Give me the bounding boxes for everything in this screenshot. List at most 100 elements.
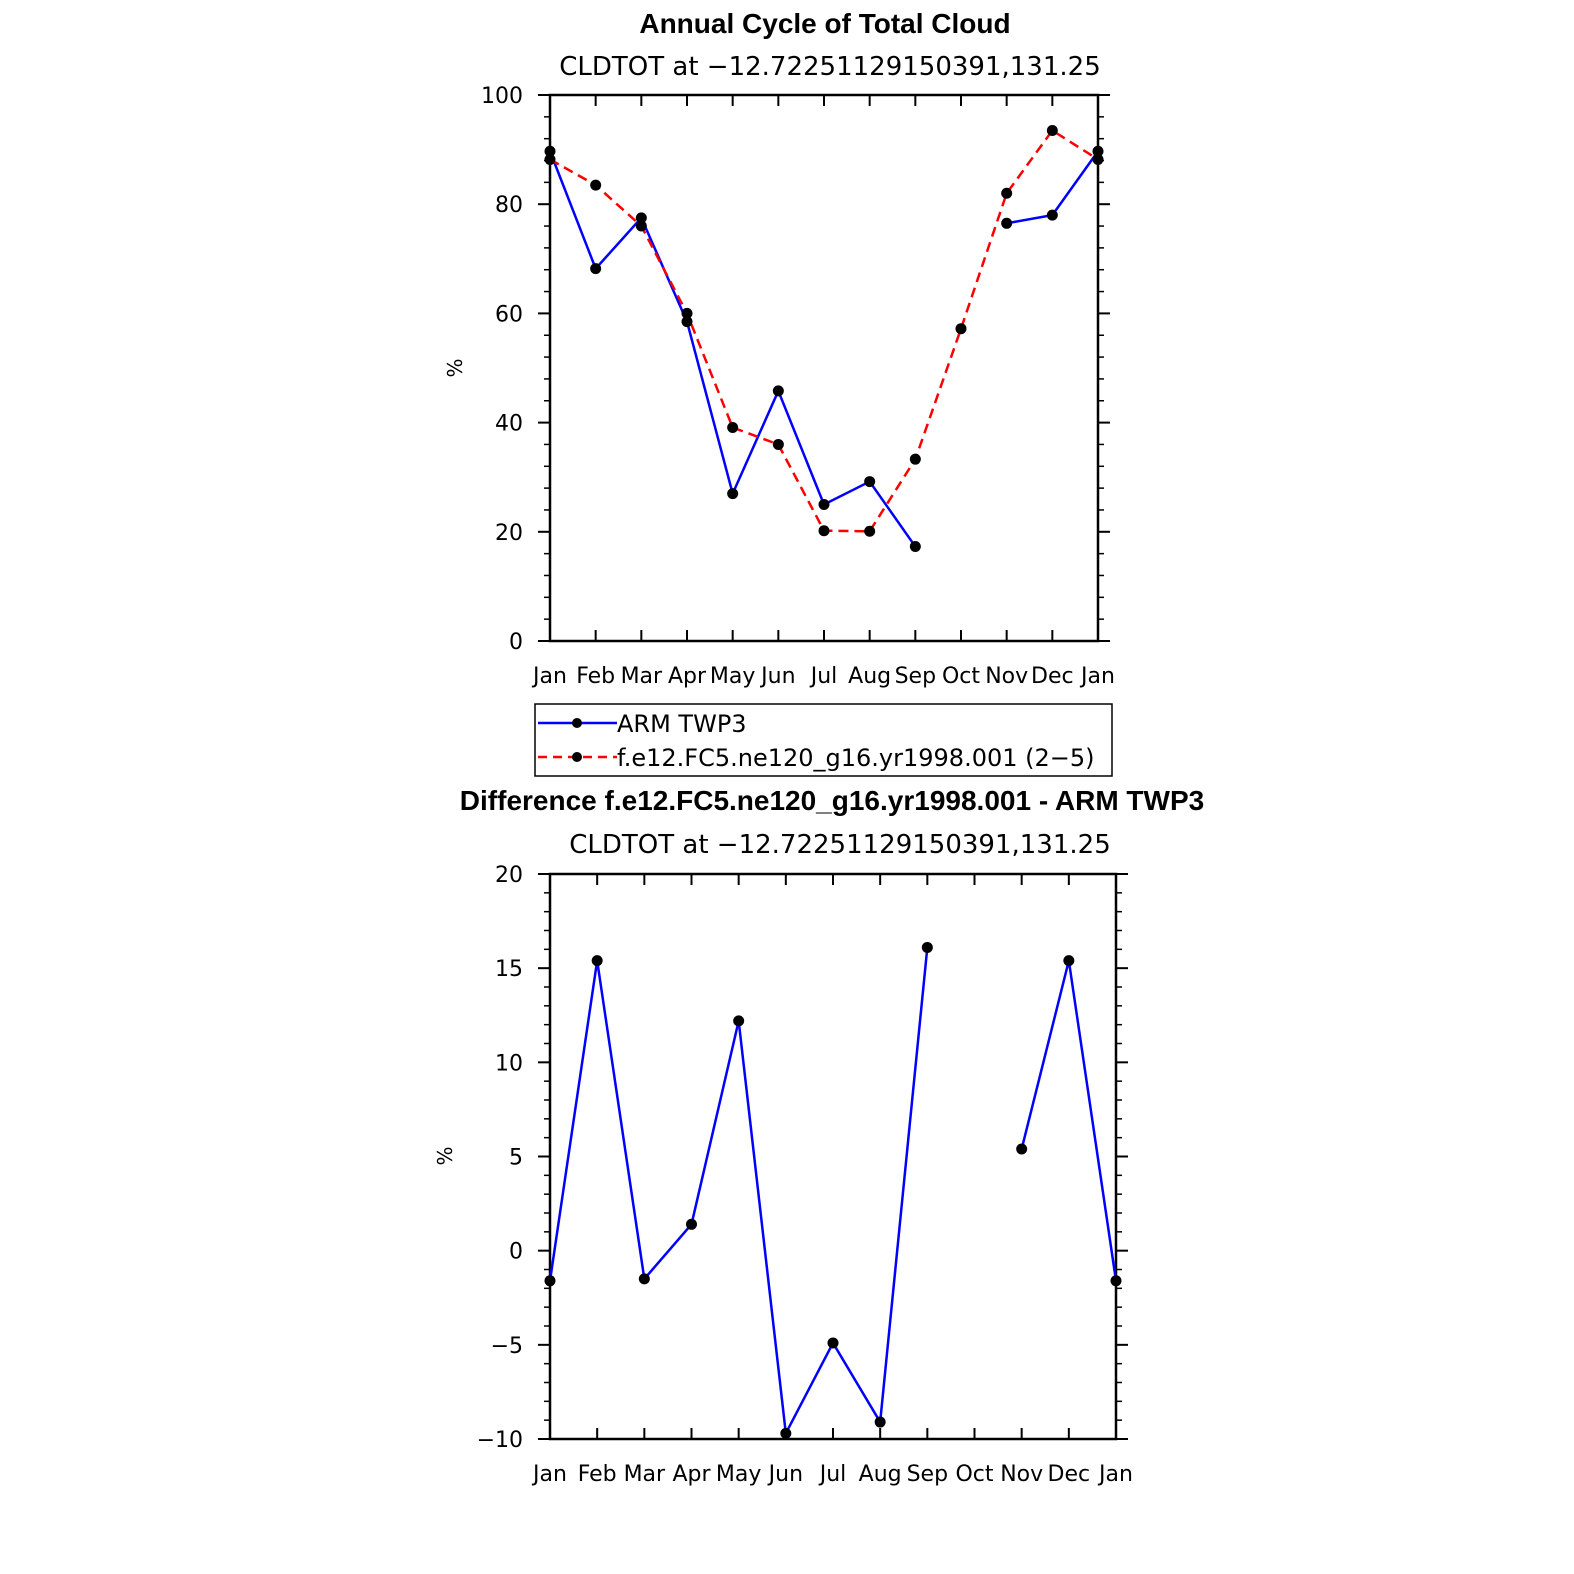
x-tick-label: Aug — [848, 664, 891, 689]
x-tick-label: Feb — [578, 1462, 617, 1487]
x-tick-label: Dec — [1048, 1462, 1091, 1487]
data-point — [733, 1015, 745, 1027]
data-point — [1063, 955, 1075, 967]
data-point — [727, 488, 739, 500]
annual-cycle-chart: Annual Cycle of Total Cloud CLDTOT at −1… — [443, 8, 1115, 777]
series-layer — [544, 124, 1104, 553]
data-point — [909, 453, 921, 465]
plot-frame — [548, 93, 1100, 643]
difference-chart: Difference f.e12.FC5.ne120_g16.yr1998.00… — [433, 785, 1204, 1487]
chart-subtitle: CLDTOT at −12.72251129150391,131.25 — [559, 52, 1101, 82]
y-tick-label: 15 — [495, 957, 523, 982]
legend-label-arm-twp3: ARM TWP3 — [617, 710, 747, 738]
x-tick-label: Feb — [576, 664, 615, 689]
x-tick-label: Jan — [1097, 1462, 1133, 1487]
x-tick-label: Jan — [531, 1462, 567, 1487]
data-point — [1092, 153, 1104, 165]
series-layer — [544, 941, 1122, 1439]
data-point — [921, 941, 933, 953]
legend-box — [534, 703, 1113, 777]
y-tick-label: 0 — [509, 1240, 523, 1265]
x-tick-label: Jan — [1079, 664, 1115, 689]
chart-title: Annual Cycle of Total Cloud — [639, 8, 1010, 39]
x-tick-label: Aug — [859, 1462, 902, 1487]
y-axis-label: % — [443, 358, 467, 377]
legend-marker-model — [572, 752, 582, 762]
x-tick-label: Jul — [809, 664, 838, 689]
x-tick-label: Mar — [624, 1462, 666, 1487]
data-point — [635, 212, 647, 224]
data-point — [544, 153, 556, 165]
legend-marker-arm-twp3 — [572, 718, 582, 728]
data-point — [827, 1337, 839, 1349]
y-tick-labels: 0 20 40 60 80 100 — [481, 84, 523, 655]
series-line — [1020, 959, 1118, 1281]
data-point — [909, 541, 921, 553]
data-point — [818, 499, 830, 510]
x-tick-label: Sep — [895, 664, 936, 689]
data-point — [864, 476, 876, 488]
x-tick-label: Oct — [955, 1462, 993, 1487]
data-point — [638, 1273, 650, 1285]
data-point — [955, 323, 967, 335]
data-point — [1046, 124, 1058, 136]
x-tick-label: Nov — [1000, 1462, 1043, 1487]
data-point — [818, 525, 830, 537]
plot-frame — [548, 872, 1118, 1441]
data-point — [686, 1218, 697, 1230]
data-point — [590, 263, 602, 275]
data-point — [772, 385, 784, 397]
x-tick-label: May — [716, 1462, 761, 1487]
x-tick-label: Apr — [672, 1462, 711, 1487]
x-tick-labels: Jan Feb Mar Apr May Jun Jul Aug Sep Oct Nov Dec Jan — [531, 664, 1115, 689]
x-tick-label: Jun — [759, 664, 795, 689]
data-point — [864, 525, 876, 537]
data-point — [635, 220, 647, 232]
legend-label-model: f.e12.FC5.ne120_g16.yr1998.001 (2−5) — [617, 744, 1095, 772]
data-point — [727, 422, 739, 434]
y-axis-label: % — [433, 1146, 457, 1165]
y-tick-labels: −10 −5 0 5 10 15 20 — [477, 863, 523, 1453]
data-point — [1046, 209, 1058, 221]
data-point — [681, 307, 693, 319]
x-tick-label: Mar — [621, 664, 663, 689]
chart-subtitle: CLDTOT at −12.72251129150391,131.25 — [569, 830, 1111, 860]
chart-title: Difference f.e12.FC5.ne120_g16.yr1998.00… — [460, 785, 1204, 816]
y-tick-label: −10 — [477, 1428, 523, 1453]
y-tick-label: 20 — [495, 863, 523, 888]
data-point — [772, 438, 784, 450]
y-tick-label: 100 — [481, 84, 523, 109]
axis-ticks — [538, 94, 1110, 642]
x-tick-label: Oct — [942, 664, 980, 689]
data-point — [1110, 1275, 1122, 1287]
x-tick-label: May — [710, 664, 755, 689]
y-tick-label: 5 — [509, 1146, 523, 1171]
x-tick-label: Nov — [985, 664, 1028, 689]
data-point — [780, 1427, 792, 1439]
y-tick-label: 0 — [509, 630, 523, 655]
x-tick-labels: Jan Feb Mar Apr May Jun Jul Aug Sep Oct Nov Dec Jan — [531, 1462, 1133, 1487]
x-tick-label: Jan — [531, 664, 567, 689]
legend: ARM TWP3 f.e12.FC5.ne120_g16.yr1998.001 … — [534, 703, 1113, 777]
data-point — [544, 1275, 556, 1287]
data-point — [544, 145, 556, 157]
y-tick-label: 80 — [495, 193, 523, 218]
data-point — [590, 179, 602, 191]
x-tick-label: Dec — [1031, 664, 1074, 689]
data-point — [1092, 145, 1104, 157]
data-point — [1016, 1143, 1028, 1155]
x-tick-label: Jun — [767, 1462, 803, 1487]
x-tick-label: Apr — [668, 664, 707, 689]
data-point — [874, 1416, 886, 1428]
data-point — [1001, 187, 1013, 199]
y-tick-label: 60 — [495, 302, 523, 327]
series-line — [549, 129, 1099, 533]
data-point — [591, 955, 603, 967]
data-point — [681, 316, 693, 328]
x-tick-label: Jul — [818, 1462, 847, 1487]
series-line — [548, 150, 917, 548]
x-tick-label: Sep — [907, 1462, 948, 1487]
y-tick-label: 20 — [495, 521, 523, 546]
y-tick-label: 40 — [495, 412, 523, 437]
